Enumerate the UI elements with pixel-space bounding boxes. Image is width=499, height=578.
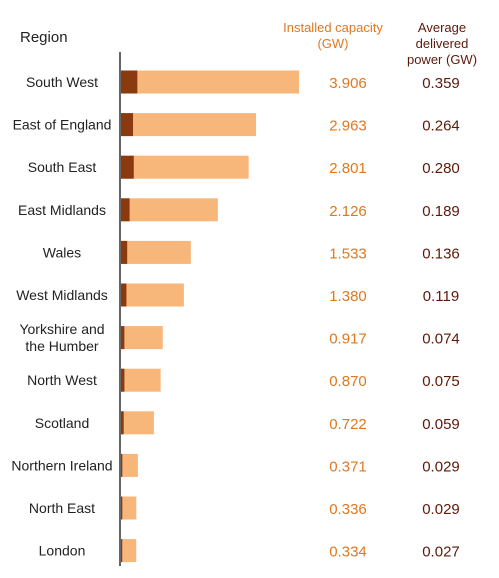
region-label: East of England [13,117,112,133]
installed-capacity-value: 1.380 [329,288,367,305]
region-label: Yorkshire and the Humber [19,321,104,354]
average-power-value: 0.075 [422,373,460,390]
installed-capacity-bar [121,70,299,94]
average-power-bar [121,113,134,137]
region-label: West Midlands [16,287,108,303]
region-label: Northern Ireland [11,457,112,473]
installed-capacity-bar [121,496,137,520]
average-power-value: 0.027 [422,544,460,561]
average-power-bar [121,155,134,179]
installed-capacity-bar [121,283,184,307]
installed-capacity-header-line: (GW) [317,36,349,51]
average-power-value: 0.359 [422,75,460,92]
installed-capacity-bar [121,240,191,264]
average-power-bar [121,70,138,94]
installed-capacity-header-line: Installed capacity [283,20,383,35]
average-power-value: 0.264 [422,118,460,135]
installed-capacity-bar [121,198,218,222]
installed-capacity-value: 1.533 [329,245,367,262]
average-power-header-line: power (GW) [406,52,478,67]
average-power-value: 0.280 [422,160,460,177]
installed-capacity-value: 3.906 [329,75,367,92]
installed-capacity-value: 0.336 [329,501,367,518]
installed-capacity-bar [121,368,161,392]
average-power-bar [121,539,123,563]
average-power-value: 0.119 [423,288,459,305]
installed-capacity-bar [121,411,154,435]
region-label: Scotland [35,415,89,431]
region-header: Region [20,29,68,46]
average-power-bar [121,368,125,392]
average-power-bar [121,198,130,222]
average-power-bar [121,326,125,350]
installed-capacity-bar [121,539,137,563]
installed-capacity-value: 0.870 [329,373,367,390]
average-power-value: 0.074 [422,331,460,348]
average-power-header-line: Average delivered [415,20,469,51]
region-label: North West [27,372,97,388]
average-power-value: 0.029 [422,458,460,475]
region-label: Wales [43,244,81,260]
average-power-bar [121,283,127,307]
installed-capacity-bar [121,113,257,137]
installed-capacity-value: 0.917 [329,331,367,348]
average-power-value: 0.029 [422,501,460,518]
average-power-header: Average delivered power (GW) [394,20,490,68]
installed-capacity-bar [121,453,138,477]
region-label: South East [28,159,97,175]
installed-capacity-value: 2.801 [329,160,367,177]
region-label: London [39,543,86,559]
average-power-bar [121,240,128,264]
installed-capacity-bar [121,326,163,350]
installed-capacity-value: 0.722 [329,416,367,433]
average-power-value: 0.136 [422,245,460,262]
installed-capacity-value: 0.334 [329,544,367,561]
average-power-value: 0.189 [422,203,460,220]
region-label: North East [29,500,95,516]
installed-capacity-value: 0.371 [329,458,367,475]
region-label: East Midlands [18,202,106,218]
region-label: South West [26,74,98,90]
installed-capacity-value: 2.126 [329,203,367,220]
average-power-value: 0.059 [422,416,460,433]
installed-capacity-header: Installed capacity (GW) [283,20,383,52]
average-power-bar [121,411,124,435]
average-power-bar [121,496,123,520]
installed-capacity-value: 2.963 [329,118,367,135]
installed-capacity-bar [121,155,249,179]
average-power-bar [121,453,123,477]
